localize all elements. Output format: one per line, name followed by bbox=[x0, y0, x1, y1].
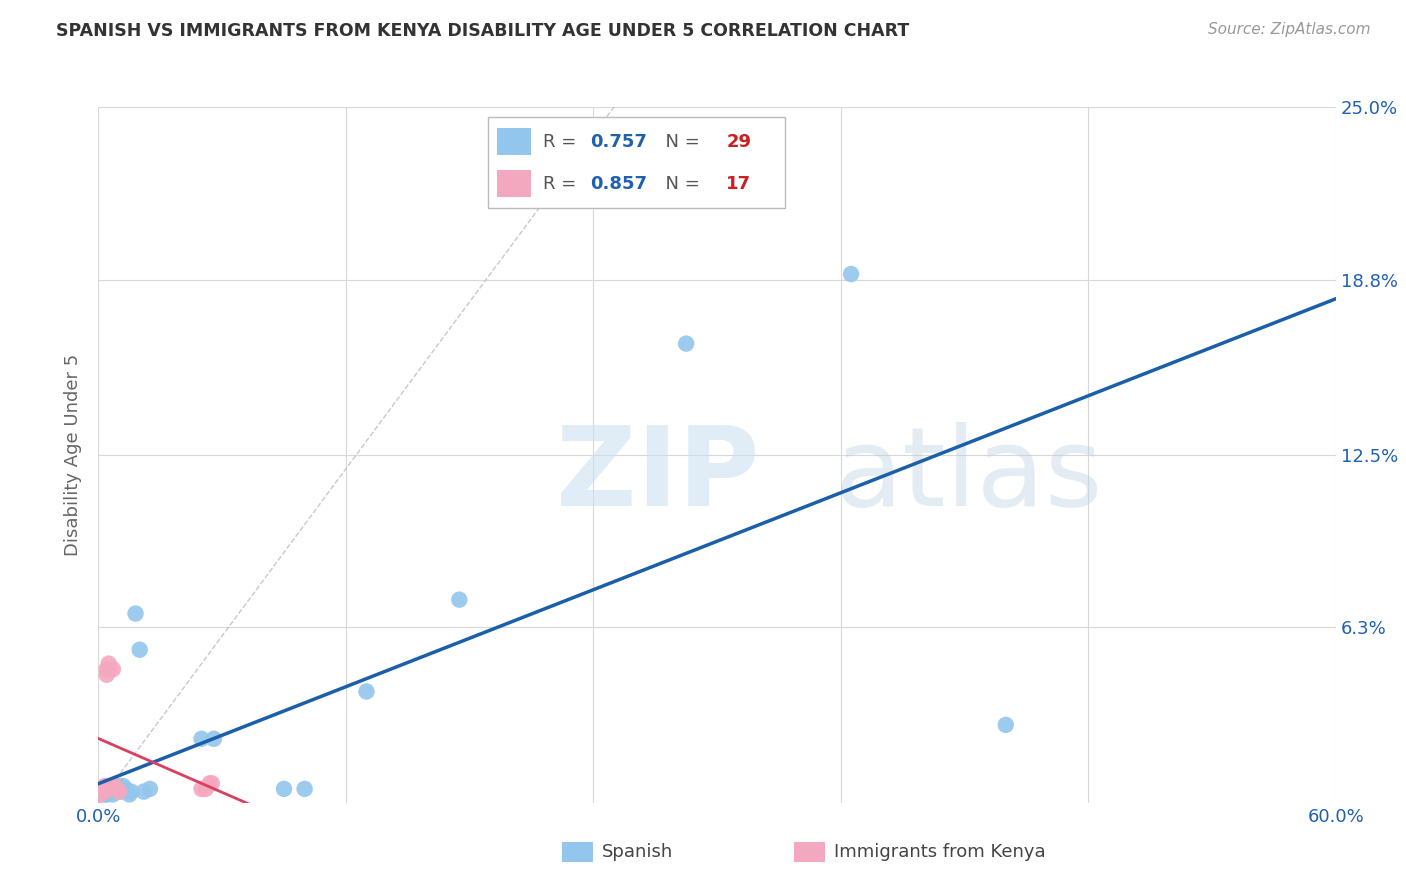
Point bbox=[96, 788, 118, 802]
Point bbox=[105, 781, 128, 796]
Point bbox=[108, 785, 131, 799]
Point bbox=[96, 662, 118, 676]
Point bbox=[128, 642, 150, 657]
Text: 17: 17 bbox=[727, 175, 751, 193]
Point bbox=[91, 785, 114, 799]
Text: atlas: atlas bbox=[835, 422, 1104, 529]
Text: 29: 29 bbox=[727, 133, 751, 151]
Point bbox=[89, 788, 111, 802]
Text: R =: R = bbox=[543, 175, 582, 193]
Point bbox=[100, 785, 122, 799]
Point bbox=[120, 785, 142, 799]
Point bbox=[100, 779, 122, 793]
Y-axis label: Disability Age Under 5: Disability Age Under 5 bbox=[63, 354, 82, 556]
Point bbox=[194, 781, 217, 796]
Text: 0.757: 0.757 bbox=[591, 133, 647, 151]
Point bbox=[93, 788, 115, 802]
Point bbox=[97, 662, 120, 676]
Point bbox=[105, 781, 128, 796]
Point bbox=[93, 785, 115, 799]
Point bbox=[839, 267, 862, 281]
Point bbox=[198, 776, 221, 790]
Point bbox=[139, 781, 162, 796]
Point bbox=[994, 718, 1017, 732]
Point bbox=[132, 785, 155, 799]
Text: R =: R = bbox=[543, 133, 582, 151]
FancyBboxPatch shape bbox=[488, 118, 785, 208]
Point bbox=[124, 607, 146, 621]
Point bbox=[93, 779, 115, 793]
Point bbox=[97, 657, 120, 671]
Point bbox=[201, 776, 224, 790]
Point bbox=[96, 667, 118, 681]
Point bbox=[110, 785, 132, 799]
Point bbox=[108, 779, 131, 793]
Text: Source: ZipAtlas.com: Source: ZipAtlas.com bbox=[1208, 22, 1371, 37]
Point bbox=[449, 592, 471, 607]
Text: SPANISH VS IMMIGRANTS FROM KENYA DISABILITY AGE UNDER 5 CORRELATION CHART: SPANISH VS IMMIGRANTS FROM KENYA DISABIL… bbox=[56, 22, 910, 40]
Point bbox=[356, 684, 378, 698]
Text: Immigrants from Kenya: Immigrants from Kenya bbox=[834, 843, 1046, 861]
Point bbox=[93, 781, 115, 796]
Point bbox=[104, 781, 127, 796]
Point bbox=[114, 781, 136, 796]
Point bbox=[101, 662, 124, 676]
Point bbox=[675, 336, 697, 351]
Point bbox=[112, 779, 135, 793]
Point bbox=[97, 785, 120, 799]
Point bbox=[202, 731, 225, 746]
Point bbox=[273, 781, 295, 796]
Point bbox=[294, 781, 316, 796]
Point bbox=[190, 781, 212, 796]
Point bbox=[190, 731, 212, 746]
Point bbox=[104, 779, 127, 793]
Bar bbox=[498, 128, 531, 155]
Point bbox=[89, 788, 111, 802]
Bar bbox=[498, 170, 531, 197]
Point bbox=[118, 788, 141, 802]
Point bbox=[101, 788, 124, 802]
Text: N =: N = bbox=[654, 175, 706, 193]
Text: 0.857: 0.857 bbox=[591, 175, 647, 193]
Text: N =: N = bbox=[654, 133, 706, 151]
Text: ZIP: ZIP bbox=[557, 422, 759, 529]
Text: Spanish: Spanish bbox=[602, 843, 673, 861]
Point bbox=[91, 781, 114, 796]
